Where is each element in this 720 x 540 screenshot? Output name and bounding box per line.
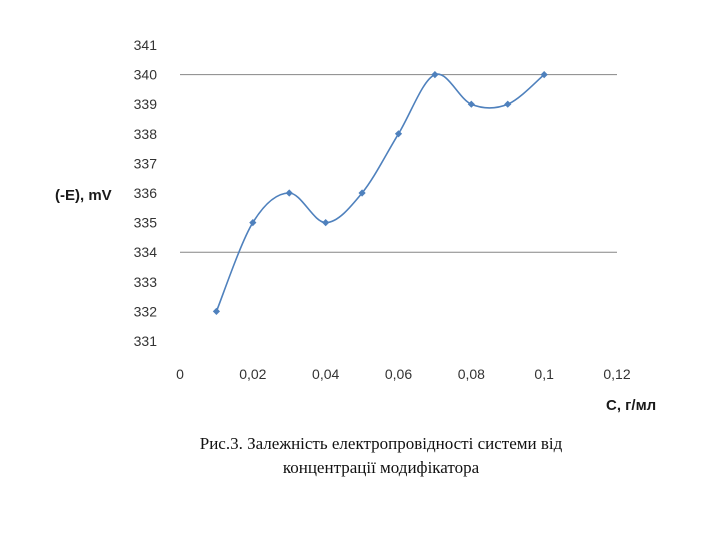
data-point bbox=[394, 130, 403, 138]
data-point bbox=[467, 100, 475, 108]
data-point bbox=[540, 71, 548, 79]
x-tick-label: 0,04 bbox=[312, 366, 339, 382]
x-tick-label: 0,06 bbox=[385, 366, 412, 382]
y-tick-labels: 331 332 333 334 335 336 337 338 339 340 341 bbox=[134, 37, 158, 349]
series-markers bbox=[212, 71, 548, 315]
data-point bbox=[249, 219, 257, 227]
caption-line-2: концентрації модифікатора bbox=[282, 458, 480, 477]
data-point bbox=[504, 100, 512, 108]
data-point bbox=[358, 189, 366, 197]
x-tick-labels: 0 0,02 0,04 0,06 0,08 0,1 0,12 bbox=[176, 366, 631, 382]
data-point bbox=[322, 219, 330, 227]
data-point bbox=[285, 189, 293, 197]
y-tick-label: 340 bbox=[134, 67, 158, 83]
y-tick-label: 336 bbox=[134, 185, 158, 201]
caption-line-1: Рис.3. Залежність електропровідності сис… bbox=[199, 434, 563, 453]
x-tick-label: 0,08 bbox=[458, 366, 485, 382]
gridlines bbox=[180, 74, 617, 253]
x-tick-label: 0,02 bbox=[239, 366, 266, 382]
y-tick-label: 341 bbox=[134, 37, 158, 53]
data-point bbox=[431, 71, 439, 79]
y-tick-label: 333 bbox=[134, 274, 158, 290]
x-axis-title: С, г/мл bbox=[606, 397, 656, 414]
y-tick-label: 337 bbox=[134, 155, 158, 171]
y-tick-label: 331 bbox=[134, 333, 158, 349]
x-tick-label: 0 bbox=[176, 366, 184, 382]
figure-caption: Рис.3. Залежність електропровідності сис… bbox=[0, 432, 720, 480]
y-tick-label: 338 bbox=[134, 126, 158, 142]
x-tick-label: 0,12 bbox=[603, 366, 630, 382]
y-tick-label: 339 bbox=[134, 96, 158, 112]
data-point bbox=[212, 307, 221, 315]
x-tick-label: 0,1 bbox=[534, 366, 554, 382]
y-tick-label: 334 bbox=[134, 244, 158, 260]
y-tick-label: 335 bbox=[134, 215, 158, 231]
series-line bbox=[215, 73, 545, 312]
y-axis-title: (-E), mV bbox=[55, 187, 112, 204]
y-tick-label: 332 bbox=[134, 303, 158, 319]
